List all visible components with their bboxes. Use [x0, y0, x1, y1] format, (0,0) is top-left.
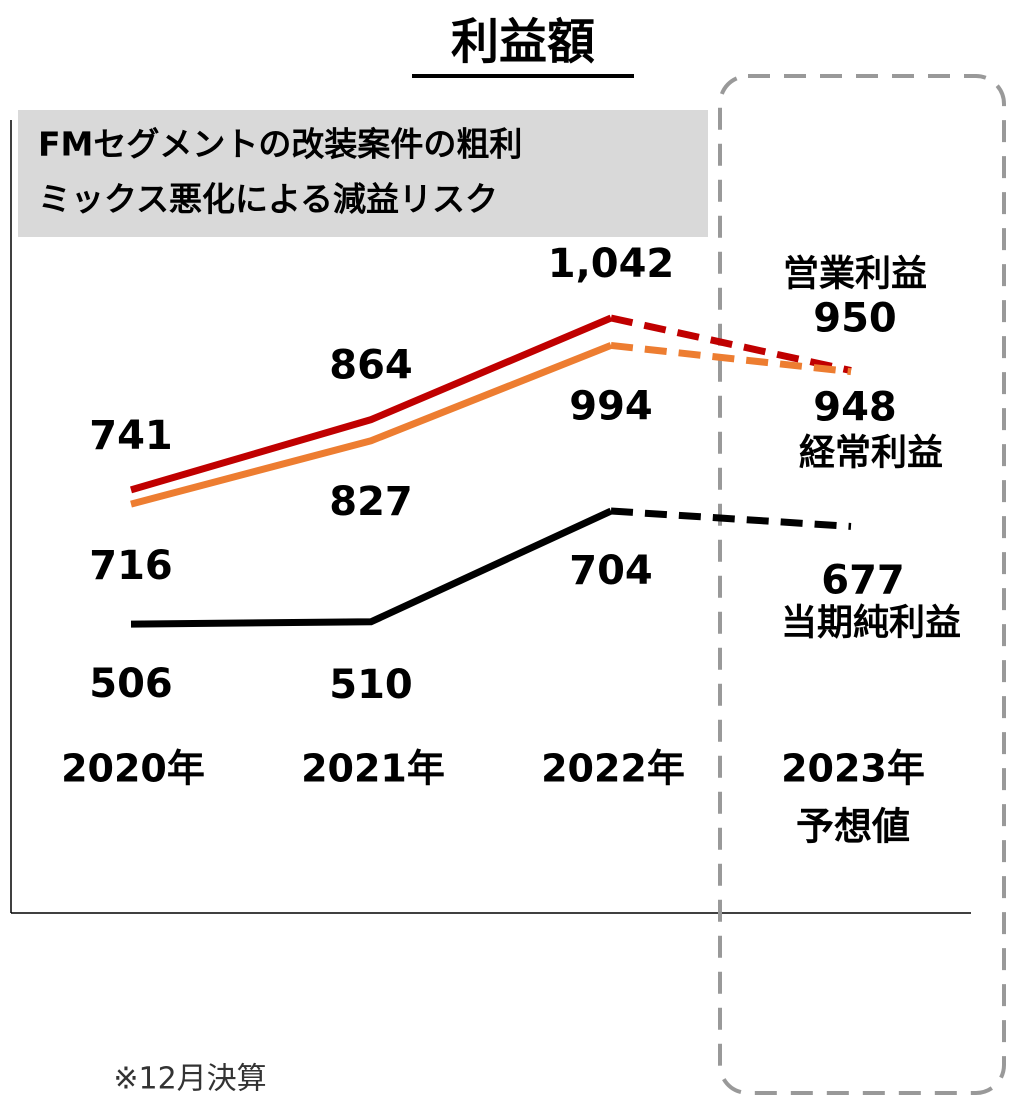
chart-title: 利益額 [451, 14, 595, 70]
x-tick-label: 2023年 [781, 747, 925, 791]
value-label: 741 [89, 413, 173, 459]
x-tick-label: 2021年 [301, 747, 445, 791]
value-label: 827 [329, 479, 413, 525]
series-line [130, 342, 613, 508]
value-label: 1,042 [548, 241, 675, 287]
annotation-box [18, 110, 708, 237]
x-tick-label: 2020年 [61, 747, 205, 791]
value-label: 510 [329, 662, 413, 708]
value-label: 994 [569, 383, 653, 429]
value-label: 506 [89, 661, 173, 707]
value-label: 950 [813, 296, 897, 342]
series-name: 当期純利益 [781, 602, 961, 643]
annotation: FMセグメントの改装案件の粗利 [38, 125, 522, 164]
series-name: 経常利益 [799, 433, 943, 474]
series-name: 営業利益 [783, 254, 927, 295]
series-line [130, 314, 613, 494]
value-label: 704 [569, 548, 653, 594]
x-tick-label: 2022年 [541, 747, 685, 791]
forecast-box [718, 74, 1006, 1095]
series-line [610, 341, 852, 376]
annotation: ミックス悪化による減益リスク [38, 180, 498, 219]
series-line [610, 507, 852, 530]
series-line [610, 314, 852, 374]
series-line [130, 507, 613, 628]
value-label: 677 [821, 557, 905, 603]
forecast-label: 予想値 [796, 805, 910, 849]
value-label: 948 [813, 385, 897, 431]
footnote: ※12月決算 [113, 1062, 266, 1097]
value-label: 716 [89, 543, 173, 589]
value-label: 864 [329, 343, 413, 389]
